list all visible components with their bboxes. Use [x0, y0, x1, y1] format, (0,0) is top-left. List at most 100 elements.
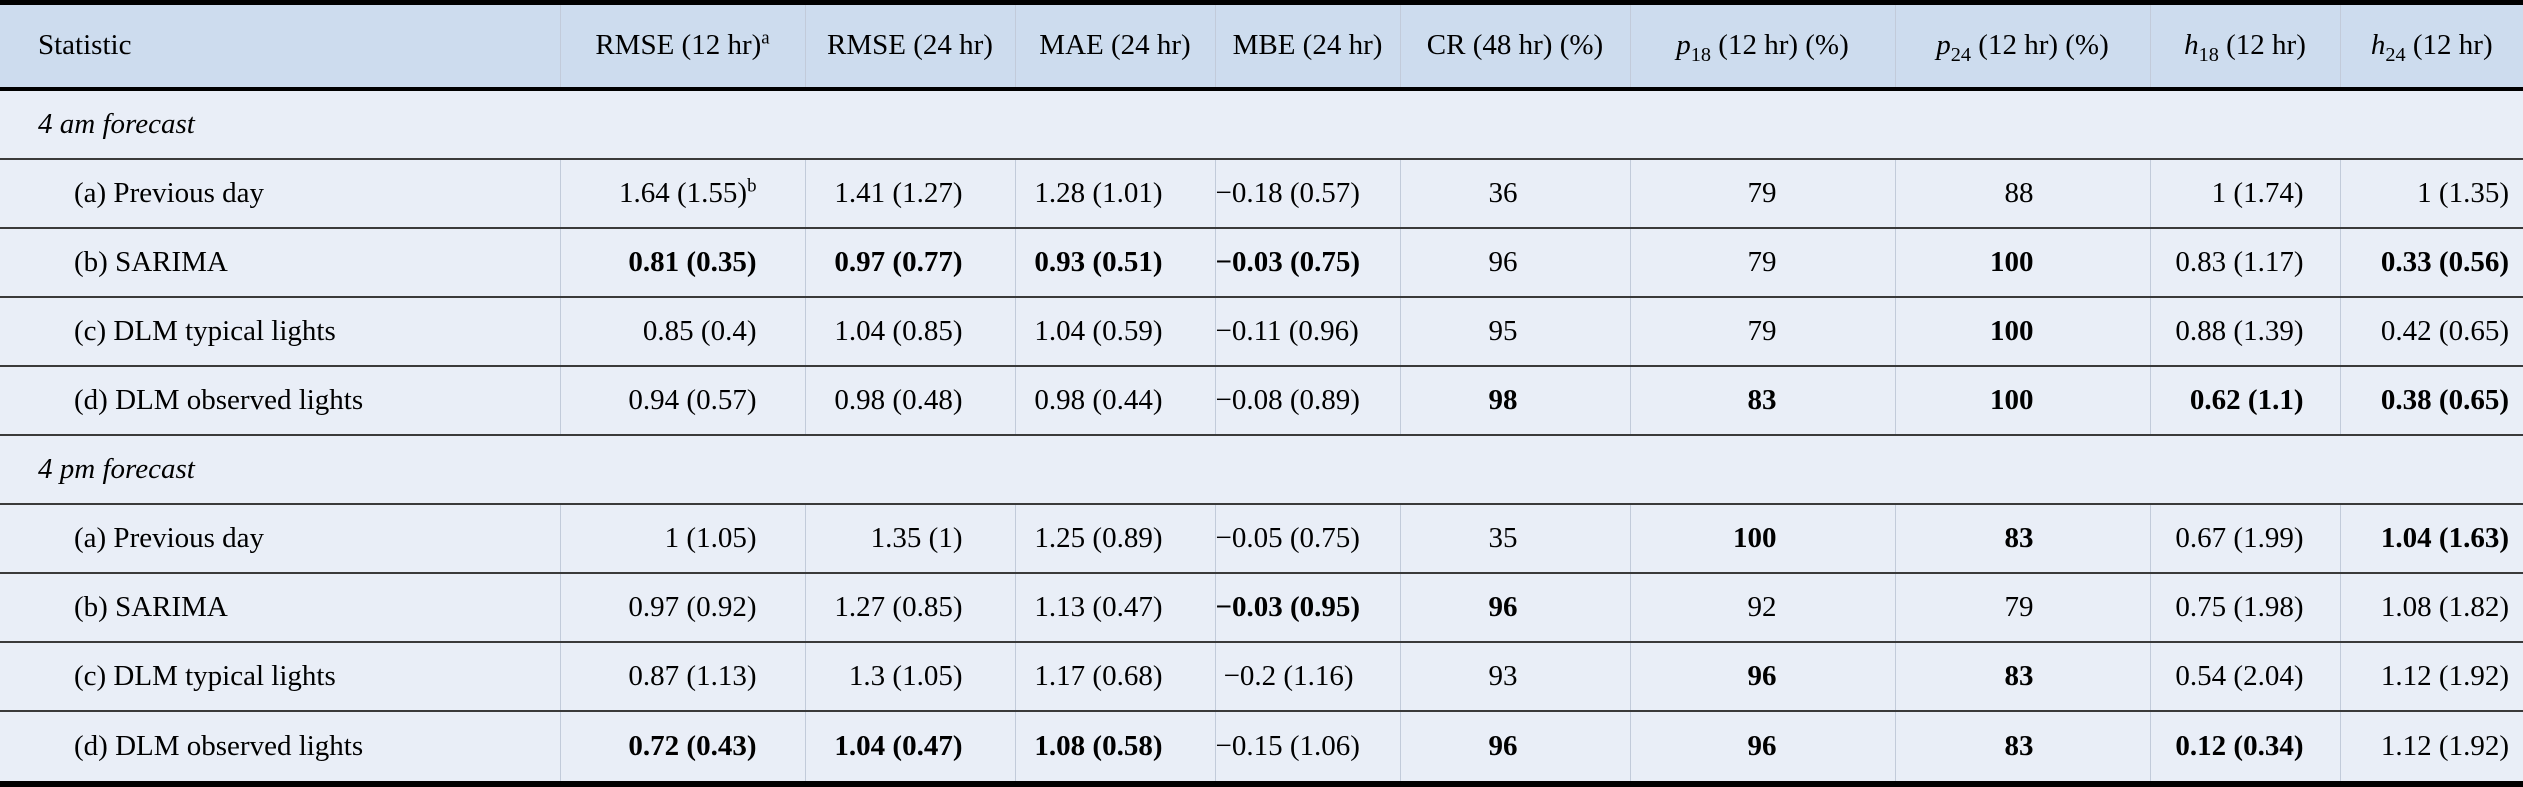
column-header-label: (12 hr)	[2405, 29, 2493, 62]
cell-rmse-12hr: 0.87 (1.13)	[559, 642, 805, 712]
cell-h24-12hr: 1.08 (1.82)	[2339, 573, 2523, 643]
cell-rmse-12hr: 1.64 (1.55)b	[559, 159, 805, 229]
cell-value: 0.88 (1.39)	[2175, 315, 2304, 348]
cell-value: 100	[1990, 246, 2034, 279]
cell-p24-12hr: 83	[1894, 711, 2150, 784]
cell-cr-48hr: 35	[1399, 504, 1630, 574]
cell-value: −0.11 (0.96)	[1215, 315, 1359, 348]
subscript: 24	[1950, 44, 1972, 67]
cell-value: 0.54 (2.04)	[2175, 660, 2304, 693]
row-label: (d) DLM observed lights	[74, 730, 364, 763]
cell-h24-12hr: 0.38 (0.65)	[2339, 366, 2523, 436]
cell-rmse-24hr: 1.04 (0.47)	[804, 711, 1015, 784]
cell-mae-24hr: 0.93 (0.51)	[1014, 228, 1215, 298]
column-header-label: (12 hr) (%)	[1711, 29, 1849, 62]
column-header-mae-24hr: MAE (24 hr)	[1014, 2, 1215, 91]
cell-value: 1.3 (1.05)	[848, 660, 963, 693]
column-header-h18-12hr: h18 (12 hr)	[2149, 2, 2340, 91]
cell-p24-12hr: 88	[1894, 159, 2150, 229]
column-header-label: RMSE (12 hr)	[595, 29, 762, 62]
cell-value: −0.18 (0.57)	[1215, 177, 1360, 210]
column-header-p18-12hr: p18 (12 hr) (%)	[1629, 2, 1895, 91]
cell-value: 83	[2004, 660, 2034, 693]
cell-value: −0.15 (1.06)	[1215, 730, 1360, 763]
cell-cr-48hr: 96	[1399, 228, 1630, 298]
section-row: 4 pm forecast	[0, 435, 2523, 505]
column-header-mbe-24hr: MBE (24 hr)	[1214, 2, 1400, 91]
cell-mae-24hr: 1.04 (0.59)	[1014, 297, 1215, 367]
cell-value: 79	[1747, 315, 1777, 348]
cell-value: 83	[2004, 730, 2034, 763]
cell-p18-12hr: 96	[1629, 642, 1895, 712]
cell-value: 0.93 (0.51)	[1034, 246, 1163, 279]
footnote-marker-a: a	[761, 27, 770, 49]
cell-value: 0.97 (0.92)	[628, 591, 757, 624]
cell-value: 0.94 (0.57)	[628, 384, 757, 417]
cell-value: 100	[1733, 522, 1777, 555]
cell-value: 0.72 (0.43)	[628, 730, 757, 763]
cell-value: 0.67 (1.99)	[2175, 522, 2304, 555]
cell-value: 92	[1747, 591, 1777, 624]
cell-value: 95	[1488, 315, 1518, 348]
cell-rmse-24hr: 1.04 (0.85)	[804, 297, 1015, 367]
subscript: 24	[2385, 44, 2406, 67]
cell-value: 0.38 (0.65)	[2380, 384, 2509, 417]
column-header-cr-48hr: CR (48 hr) (%)	[1399, 2, 1630, 91]
cell-cr-48hr: 96	[1399, 711, 1630, 784]
column-header-label: RMSE (24 hr)	[827, 29, 993, 62]
stat-symbol: p	[1676, 29, 1691, 62]
cell-mbe-24hr: −0.15 (1.06)	[1214, 711, 1400, 784]
cell-value: 96	[1747, 730, 1777, 763]
cell-value: 0.81 (0.35)	[628, 246, 757, 279]
cell-rmse-24hr: 1.27 (0.85)	[804, 573, 1015, 643]
cell-h24-12hr: 1.12 (1.92)	[2339, 642, 2523, 712]
cell-value: 0.98 (0.48)	[834, 384, 963, 417]
cell-value: 1.13 (0.47)	[1034, 591, 1163, 624]
cell-value: −0.05 (0.75)	[1215, 522, 1360, 555]
cell-h24-12hr: 0.42 (0.65)	[2339, 297, 2523, 367]
table-row: (b) SARIMA 0.97 (0.92) 1.27 (0.85) 1.13 (0.…	[0, 573, 2523, 643]
cell-mae-24hr: 1.08 (0.58)	[1014, 711, 1215, 784]
cell-value: 83	[2004, 522, 2034, 555]
cell-value: 0.62 (1.1)	[2189, 384, 2304, 417]
cell-p24-12hr: 100	[1894, 228, 2150, 298]
cell-value: 1.04 (1.63)	[2380, 522, 2509, 555]
column-header-h24-12hr: h24 (12 hr)	[2339, 2, 2523, 91]
cell-mbe-24hr: −0.11 (0.96)	[1214, 297, 1400, 367]
cell-value: 93	[1488, 660, 1518, 693]
cell-value: 1.08 (0.58)	[1034, 730, 1163, 763]
cell-value: 0.83 (1.17)	[2175, 246, 2304, 279]
table-header: Statistic RMSE (12 hr)a RMSE (24 hr) MAE (2…	[0, 2, 2523, 91]
cell-value: 100	[1990, 384, 2034, 417]
cell-value: 1 (1.35)	[2417, 177, 2509, 210]
cell-cr-48hr: 95	[1399, 297, 1630, 367]
cell-h18-12hr: 0.88 (1.39)	[2149, 297, 2340, 367]
cell-value: 88	[2004, 177, 2034, 210]
column-header-label: MAE (24 hr)	[1039, 29, 1191, 62]
cell-mae-24hr: 1.28 (1.01)	[1014, 159, 1215, 229]
row-label: (c) DLM typical lights	[74, 315, 336, 348]
table-row: (d) DLM observed lights 0.72 (0.43) 1.04 (…	[0, 711, 2523, 784]
column-header-rmse-24hr: RMSE (24 hr)	[804, 2, 1015, 91]
column-header-label: CR (48 hr) (%)	[1426, 29, 1604, 62]
cell-h18-12hr: 0.75 (1.98)	[2149, 573, 2340, 643]
cell-value: 96	[1747, 660, 1777, 693]
cell-h18-12hr: 0.62 (1.1)	[2149, 366, 2340, 436]
column-header-label: MBE (24 hr)	[1232, 29, 1383, 62]
subscript: 18	[2198, 44, 2219, 67]
row-label: (b) SARIMA	[74, 591, 228, 624]
stat-symbol: h	[2370, 29, 2386, 62]
cell-value: 1.08 (1.82)	[2380, 591, 2509, 624]
cell-h18-12hr: 0.83 (1.17)	[2149, 228, 2340, 298]
cell-p18-12hr: 79	[1629, 228, 1895, 298]
cell-mae-24hr: 1.25 (0.89)	[1014, 504, 1215, 574]
cell-p18-12hr: 92	[1629, 573, 1895, 643]
cell-rmse-12hr: 1 (1.05)	[559, 504, 805, 574]
cell-mbe-24hr: −0.18 (0.57)	[1214, 159, 1400, 229]
cell-h24-12hr: 1.04 (1.63)	[2339, 504, 2523, 574]
cell-value: −0.08 (0.89)	[1215, 384, 1360, 417]
cell-rmse-24hr: 1.3 (1.05)	[804, 642, 1015, 712]
header-row: Statistic RMSE (12 hr)a RMSE (24 hr) MAE (2…	[0, 2, 2523, 91]
cell-value: 0.85 (0.4)	[642, 315, 757, 348]
